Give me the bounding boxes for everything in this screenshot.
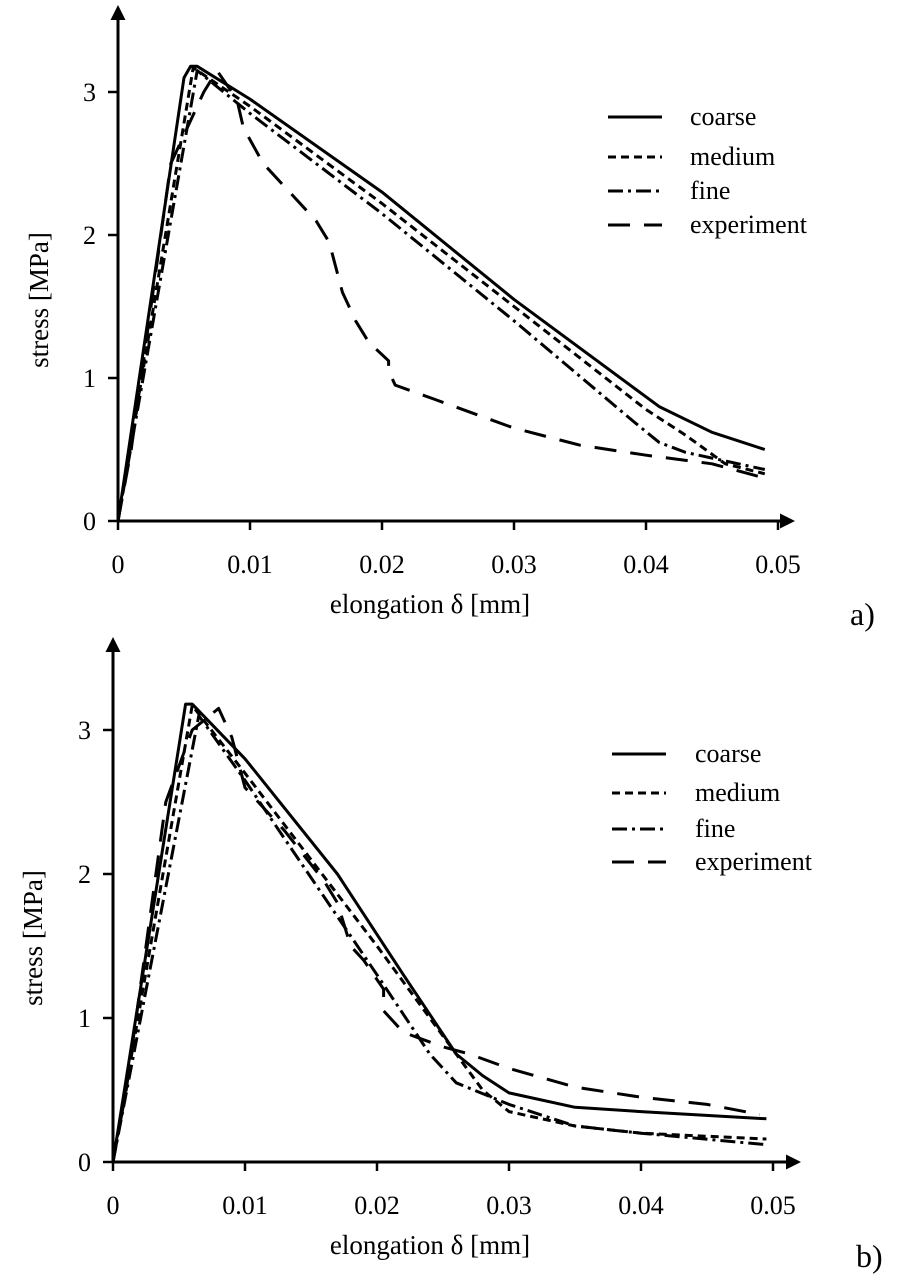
y-tick-label: 0 xyxy=(83,507,96,536)
x-tick-label: 0.05 xyxy=(750,1191,796,1220)
x-tick-label: 0.02 xyxy=(359,550,405,579)
series-fine xyxy=(116,69,766,522)
y-tick-label: 1 xyxy=(78,1004,91,1033)
y-tick-label: 0 xyxy=(78,1148,91,1177)
legend-label: coarse xyxy=(695,739,761,768)
y-tick-label: 1 xyxy=(83,364,96,393)
x-tick-label: 0.04 xyxy=(618,1191,664,1220)
x-tick-label: 0.03 xyxy=(491,550,537,579)
x-tick-label: 0.04 xyxy=(623,550,669,579)
legend-label: fine xyxy=(695,814,735,843)
legend-label: medium xyxy=(690,142,775,171)
x-tick-label: 0 xyxy=(107,1191,120,1220)
series-experiment xyxy=(116,69,766,522)
chart-a: 0 0.01 0.02 0.03 0.04 0.05 0 1 2 3 elongation δ [m… xyxy=(24,5,875,632)
legend-label: experiment xyxy=(690,210,808,239)
panel-label: a) xyxy=(850,596,875,632)
chart-b: 0 0.01 0.02 0.03 0.04 0.05 0 1 2 3 elongation δ [m… xyxy=(18,637,883,1274)
x-tick-label: 0 xyxy=(112,550,125,579)
legend-label: fine xyxy=(690,176,730,205)
series-medium xyxy=(116,66,766,522)
y-tick-label: 2 xyxy=(78,860,91,889)
x-tick-label: 0.02 xyxy=(354,1191,400,1220)
x-axis-label: elongation δ [mm] xyxy=(330,1230,530,1260)
series-coarse xyxy=(111,702,767,1163)
legend-label: coarse xyxy=(690,102,756,131)
legend-label: experiment xyxy=(695,847,813,876)
series-fine xyxy=(111,714,767,1163)
x-tick-label: 0.03 xyxy=(486,1191,532,1220)
series-coarse xyxy=(116,64,766,522)
y-tick-label: 2 xyxy=(83,221,96,250)
y-axis-label: stress [MPa] xyxy=(18,870,48,1006)
y-tick-label: 3 xyxy=(78,716,91,745)
x-tick-label: 0.05 xyxy=(755,550,801,579)
legend-label: medium xyxy=(695,778,780,807)
x-axis-label: elongation δ [mm] xyxy=(330,589,530,619)
y-tick-label: 3 xyxy=(83,78,96,107)
x-tick-label: 0.01 xyxy=(222,1191,268,1220)
x-tick-label: 0.01 xyxy=(227,550,273,579)
panel-label: b) xyxy=(856,1238,883,1274)
series-experiment xyxy=(111,706,761,1163)
series-medium xyxy=(111,704,767,1163)
y-axis-label: stress [MPa] xyxy=(24,232,54,368)
